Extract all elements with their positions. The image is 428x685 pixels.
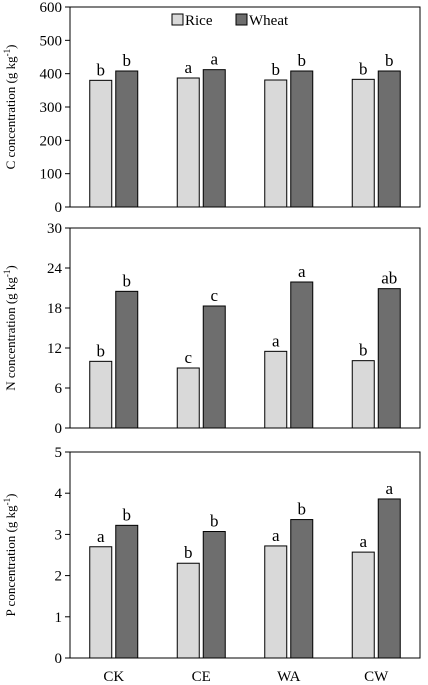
significance-label: b: [123, 51, 132, 70]
significance-label: b: [272, 60, 281, 79]
x-tick-label: CE: [192, 669, 211, 685]
significance-label: b: [123, 505, 132, 524]
bar-rice: [264, 350, 288, 429]
bar-rice: [351, 551, 375, 659]
y-tick-label: 0: [55, 200, 63, 216]
significance-label: b: [298, 500, 307, 519]
significance-label: b: [97, 60, 106, 79]
y-tick-label: 18: [47, 301, 62, 317]
bar-rice: [264, 79, 288, 208]
significance-label: b: [298, 51, 307, 70]
y-axis-title: P concentration (g kg-1): [2, 494, 18, 617]
y-tick-label: 30: [47, 221, 62, 237]
significance-label: ab: [381, 269, 397, 288]
significance-label: a: [359, 532, 367, 551]
significance-label: b: [385, 51, 394, 70]
significance-label: b: [359, 341, 368, 360]
x-tick-label: CW: [364, 669, 389, 685]
legend-swatch-rice: [171, 13, 184, 26]
y-tick-label: 1: [55, 610, 63, 626]
bar-wheat: [202, 69, 226, 208]
significance-label: c: [210, 286, 218, 305]
panel-frame: [69, 451, 421, 659]
significance-label: a: [272, 331, 280, 350]
bar-wheat: [115, 70, 139, 208]
bar-rice: [264, 545, 288, 659]
bar-wheat: [115, 524, 139, 659]
y-tick-label: 4: [55, 486, 63, 502]
bar-rice: [351, 78, 375, 208]
significance-label: c: [184, 348, 192, 367]
bar-wheat: [290, 70, 314, 208]
x-tick-label: WA: [277, 669, 300, 685]
bar-rice: [176, 562, 200, 659]
significance-label: a: [385, 479, 393, 498]
y-tick-label: 0: [55, 421, 63, 437]
bar-rice: [89, 360, 113, 429]
y-tick-label: 2: [55, 569, 63, 585]
significance-label: b: [359, 59, 368, 78]
y-tick-label: 0: [55, 651, 63, 667]
legend-label-wheat: Wheat: [249, 13, 289, 29]
y-tick-label: 100: [40, 167, 63, 183]
y-tick-label: 5: [55, 445, 63, 461]
bar-wheat: [115, 290, 139, 429]
bar-rice: [176, 367, 200, 429]
bar-wheat: [377, 70, 401, 208]
y-tick-label: 500: [40, 33, 63, 49]
y-tick-label: 12: [47, 341, 62, 357]
y-axis-title: C concentration (g kg-1): [2, 45, 18, 170]
bar-wheat: [202, 531, 226, 659]
y-tick-label: 400: [40, 67, 63, 83]
bar-rice: [89, 546, 113, 659]
legend-swatch-wheat: [235, 13, 248, 26]
bar-rice: [176, 77, 200, 208]
y-tick-label: 3: [55, 527, 63, 543]
y-tick-label: 200: [40, 133, 63, 149]
y-tick-label: 24: [47, 261, 63, 277]
significance-label: a: [272, 526, 280, 545]
y-axis-title: N concentration (g kg-1): [2, 265, 18, 391]
y-tick-label: 6: [55, 381, 63, 397]
significance-label: b: [97, 341, 106, 360]
y-tick-label: 300: [40, 100, 63, 116]
legend: Rice Wheat: [171, 13, 289, 29]
significance-label: b: [210, 512, 219, 531]
bar-rice: [351, 360, 375, 429]
bar-rice: [89, 79, 113, 208]
significance-label: a: [298, 262, 306, 281]
bar-wheat: [290, 281, 314, 429]
panel-frame: [69, 227, 421, 429]
bar-wheat: [290, 519, 314, 659]
legend-label-rice: Rice: [185, 13, 213, 29]
bar-wheat: [202, 305, 226, 429]
significance-label: a: [210, 50, 218, 69]
significance-label: b: [123, 271, 132, 290]
significance-label: a: [184, 58, 192, 77]
y-tick-label: 600: [40, 0, 63, 16]
bar-wheat: [377, 498, 401, 659]
x-tick-label: CK: [103, 669, 124, 685]
significance-label: a: [97, 527, 105, 546]
bar-wheat: [377, 288, 401, 429]
significance-label: b: [184, 543, 193, 562]
